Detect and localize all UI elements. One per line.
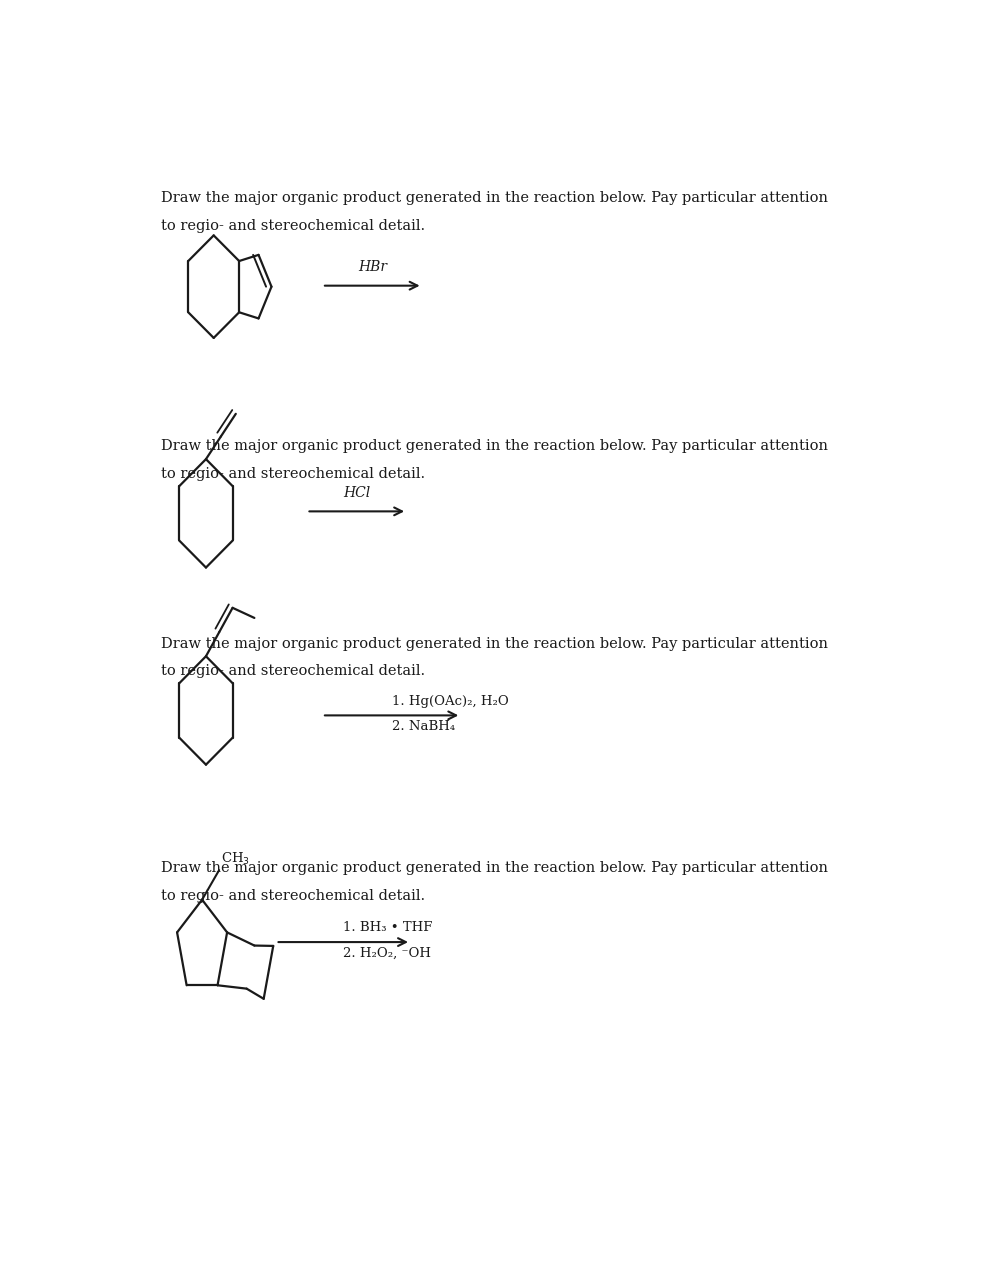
Text: 2. H₂O₂, ⁻OH: 2. H₂O₂, ⁻OH: [343, 947, 431, 960]
Text: Draw the major organic product generated in the reaction below. Pay particular a: Draw the major organic product generated…: [161, 636, 828, 650]
Text: Draw the major organic product generated in the reaction below. Pay particular a: Draw the major organic product generated…: [161, 439, 828, 453]
Text: HCl: HCl: [343, 485, 370, 499]
Text: to regio- and stereochemical detail.: to regio- and stereochemical detail.: [161, 888, 425, 902]
Text: 2. NaBH₄: 2. NaBH₄: [391, 721, 455, 733]
Text: Draw the major organic product generated in the reaction below. Pay particular a: Draw the major organic product generated…: [161, 191, 828, 205]
Text: to regio- and stereochemical detail.: to regio- and stereochemical detail.: [161, 219, 425, 233]
Text: HBr: HBr: [357, 260, 387, 274]
Text: CH$_3$: CH$_3$: [222, 851, 250, 867]
Text: 1. Hg(OAc)₂, H₂O: 1. Hg(OAc)₂, H₂O: [391, 695, 508, 708]
Text: Draw the major organic product generated in the reaction below. Pay particular a: Draw the major organic product generated…: [161, 861, 828, 876]
Text: to regio- and stereochemical detail.: to regio- and stereochemical detail.: [161, 467, 425, 481]
Text: 1. BH₃ • THF: 1. BH₃ • THF: [343, 922, 432, 934]
Text: to regio- and stereochemical detail.: to regio- and stereochemical detail.: [161, 664, 425, 678]
